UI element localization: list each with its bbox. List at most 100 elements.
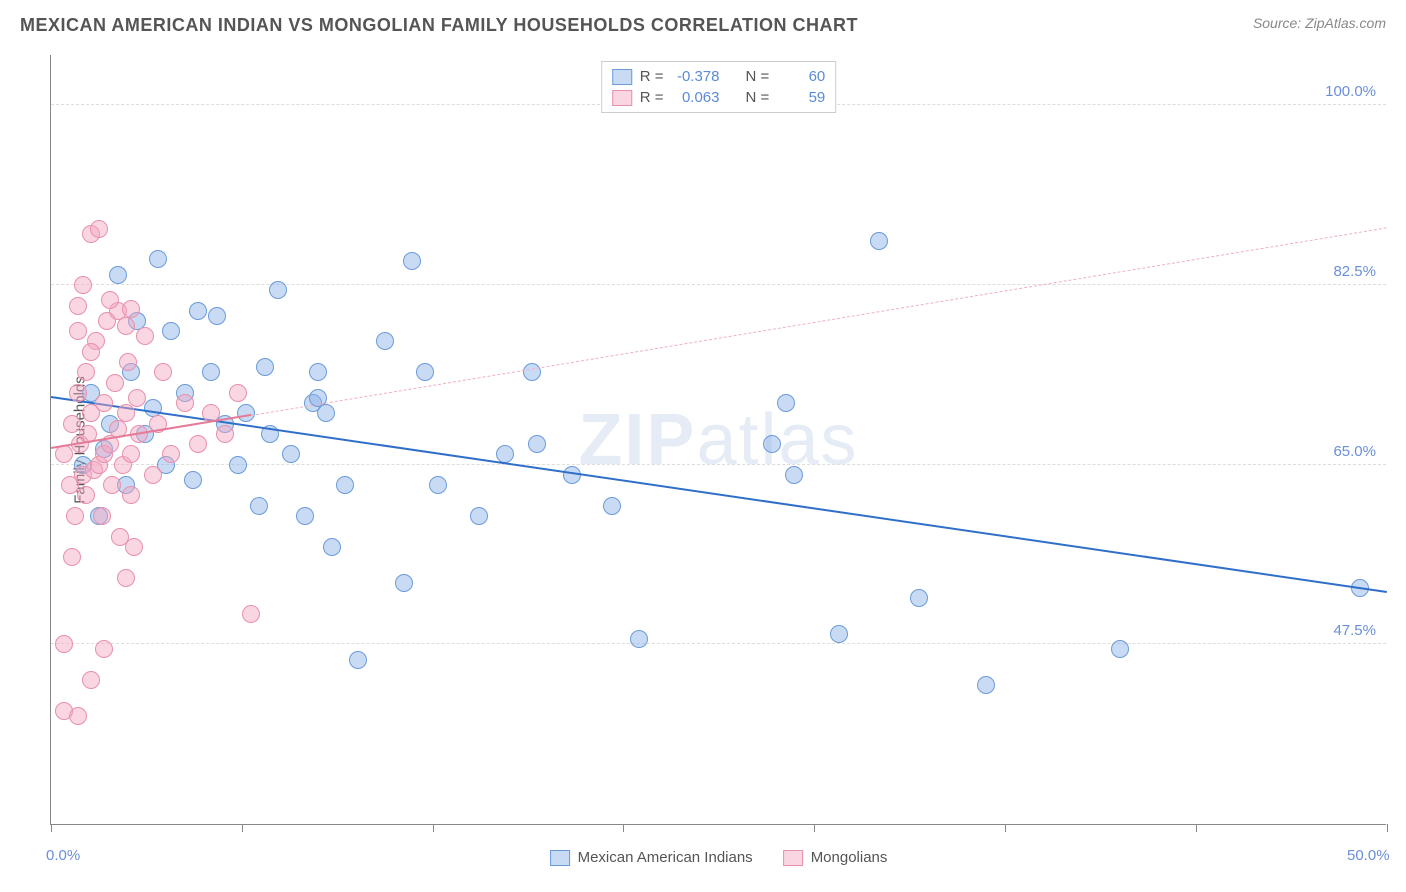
y-tick-label: 82.5%: [1333, 263, 1376, 280]
data-point: [128, 389, 146, 407]
r-label: R =: [640, 89, 664, 106]
data-point: [323, 538, 341, 556]
data-point: [117, 404, 135, 422]
data-point: [106, 374, 124, 392]
data-point: [82, 671, 100, 689]
grid-line: [51, 464, 1386, 465]
x-tick: [814, 824, 815, 832]
n-value: 60: [777, 68, 825, 85]
watermark: ZIPatlas: [578, 399, 858, 481]
source-attribution: Source: ZipAtlas.com: [1253, 15, 1386, 36]
r-label: R =: [640, 68, 664, 85]
x-tick: [623, 824, 624, 832]
r-value: -0.378: [672, 68, 720, 85]
data-point: [269, 281, 287, 299]
data-point: [117, 569, 135, 587]
legend-item: Mexican American Indians: [550, 849, 753, 866]
data-point: [189, 302, 207, 320]
data-point: [763, 435, 781, 453]
data-point: [119, 353, 137, 371]
data-point: [416, 363, 434, 381]
data-point: [523, 363, 541, 381]
data-point: [777, 394, 795, 412]
data-point: [69, 384, 87, 402]
data-point: [296, 507, 314, 525]
data-point: [122, 300, 140, 318]
legend-swatch: [612, 69, 632, 85]
data-point: [90, 220, 108, 238]
grid-line: [51, 284, 1386, 285]
legend-row: R =-0.378N =60: [612, 66, 826, 87]
data-point: [82, 343, 100, 361]
data-point: [55, 635, 73, 653]
data-point: [403, 252, 421, 270]
data-point: [216, 425, 234, 443]
data-point: [95, 640, 113, 658]
data-point: [376, 332, 394, 350]
legend-label: Mongolians: [811, 849, 888, 866]
data-point: [77, 363, 95, 381]
data-point: [349, 651, 367, 669]
data-point: [122, 486, 140, 504]
data-point: [77, 486, 95, 504]
x-tick: [51, 824, 52, 832]
data-point: [603, 497, 621, 515]
y-tick-label: 65.0%: [1333, 443, 1376, 460]
data-point: [830, 625, 848, 643]
data-point: [336, 476, 354, 494]
data-point: [136, 327, 154, 345]
legend-swatch: [550, 850, 570, 866]
data-point: [109, 266, 127, 284]
data-point: [122, 445, 140, 463]
data-point: [256, 358, 274, 376]
data-point: [250, 497, 268, 515]
legend-row: R = 0.063N =59: [612, 87, 826, 108]
data-point: [208, 307, 226, 325]
x-tick: [242, 824, 243, 832]
header: MEXICAN AMERICAN INDIAN VS MONGOLIAN FAM…: [0, 0, 1406, 41]
trend-line: [51, 396, 1387, 593]
data-point: [144, 466, 162, 484]
data-point: [870, 232, 888, 250]
y-tick-label: 47.5%: [1333, 622, 1376, 639]
grid-line: [51, 643, 1386, 644]
data-point: [282, 445, 300, 463]
data-point: [149, 250, 167, 268]
data-point: [125, 538, 143, 556]
x-tick-label: 50.0%: [1347, 847, 1390, 864]
data-point: [117, 317, 135, 335]
data-point: [229, 456, 247, 474]
n-label: N =: [746, 89, 770, 106]
data-point: [162, 322, 180, 340]
x-tick: [433, 824, 434, 832]
data-point: [55, 702, 73, 720]
data-point: [1111, 640, 1129, 658]
data-point: [317, 404, 335, 422]
data-point: [176, 394, 194, 412]
data-point: [103, 476, 121, 494]
data-point: [528, 435, 546, 453]
data-point: [184, 471, 202, 489]
y-tick-label: 100.0%: [1325, 83, 1376, 100]
scatter-plot: ZIPatlas Family Households 47.5%65.0%82.…: [50, 55, 1386, 825]
data-point: [785, 466, 803, 484]
trend-line: [251, 228, 1387, 417]
data-point: [74, 276, 92, 294]
data-point: [429, 476, 447, 494]
x-tick: [1196, 824, 1197, 832]
data-point: [101, 291, 119, 309]
data-point: [154, 363, 172, 381]
data-point: [66, 507, 84, 525]
r-value: 0.063: [672, 89, 720, 106]
data-point: [237, 404, 255, 422]
data-point: [630, 630, 648, 648]
x-tick: [1005, 824, 1006, 832]
legend-series: Mexican American Indians Mongolians: [550, 849, 888, 866]
data-point: [63, 548, 81, 566]
data-point: [189, 435, 207, 453]
data-point: [395, 574, 413, 592]
data-point: [69, 297, 87, 315]
data-point: [93, 507, 111, 525]
chart-title: MEXICAN AMERICAN INDIAN VS MONGOLIAN FAM…: [20, 15, 858, 36]
data-point: [242, 605, 260, 623]
